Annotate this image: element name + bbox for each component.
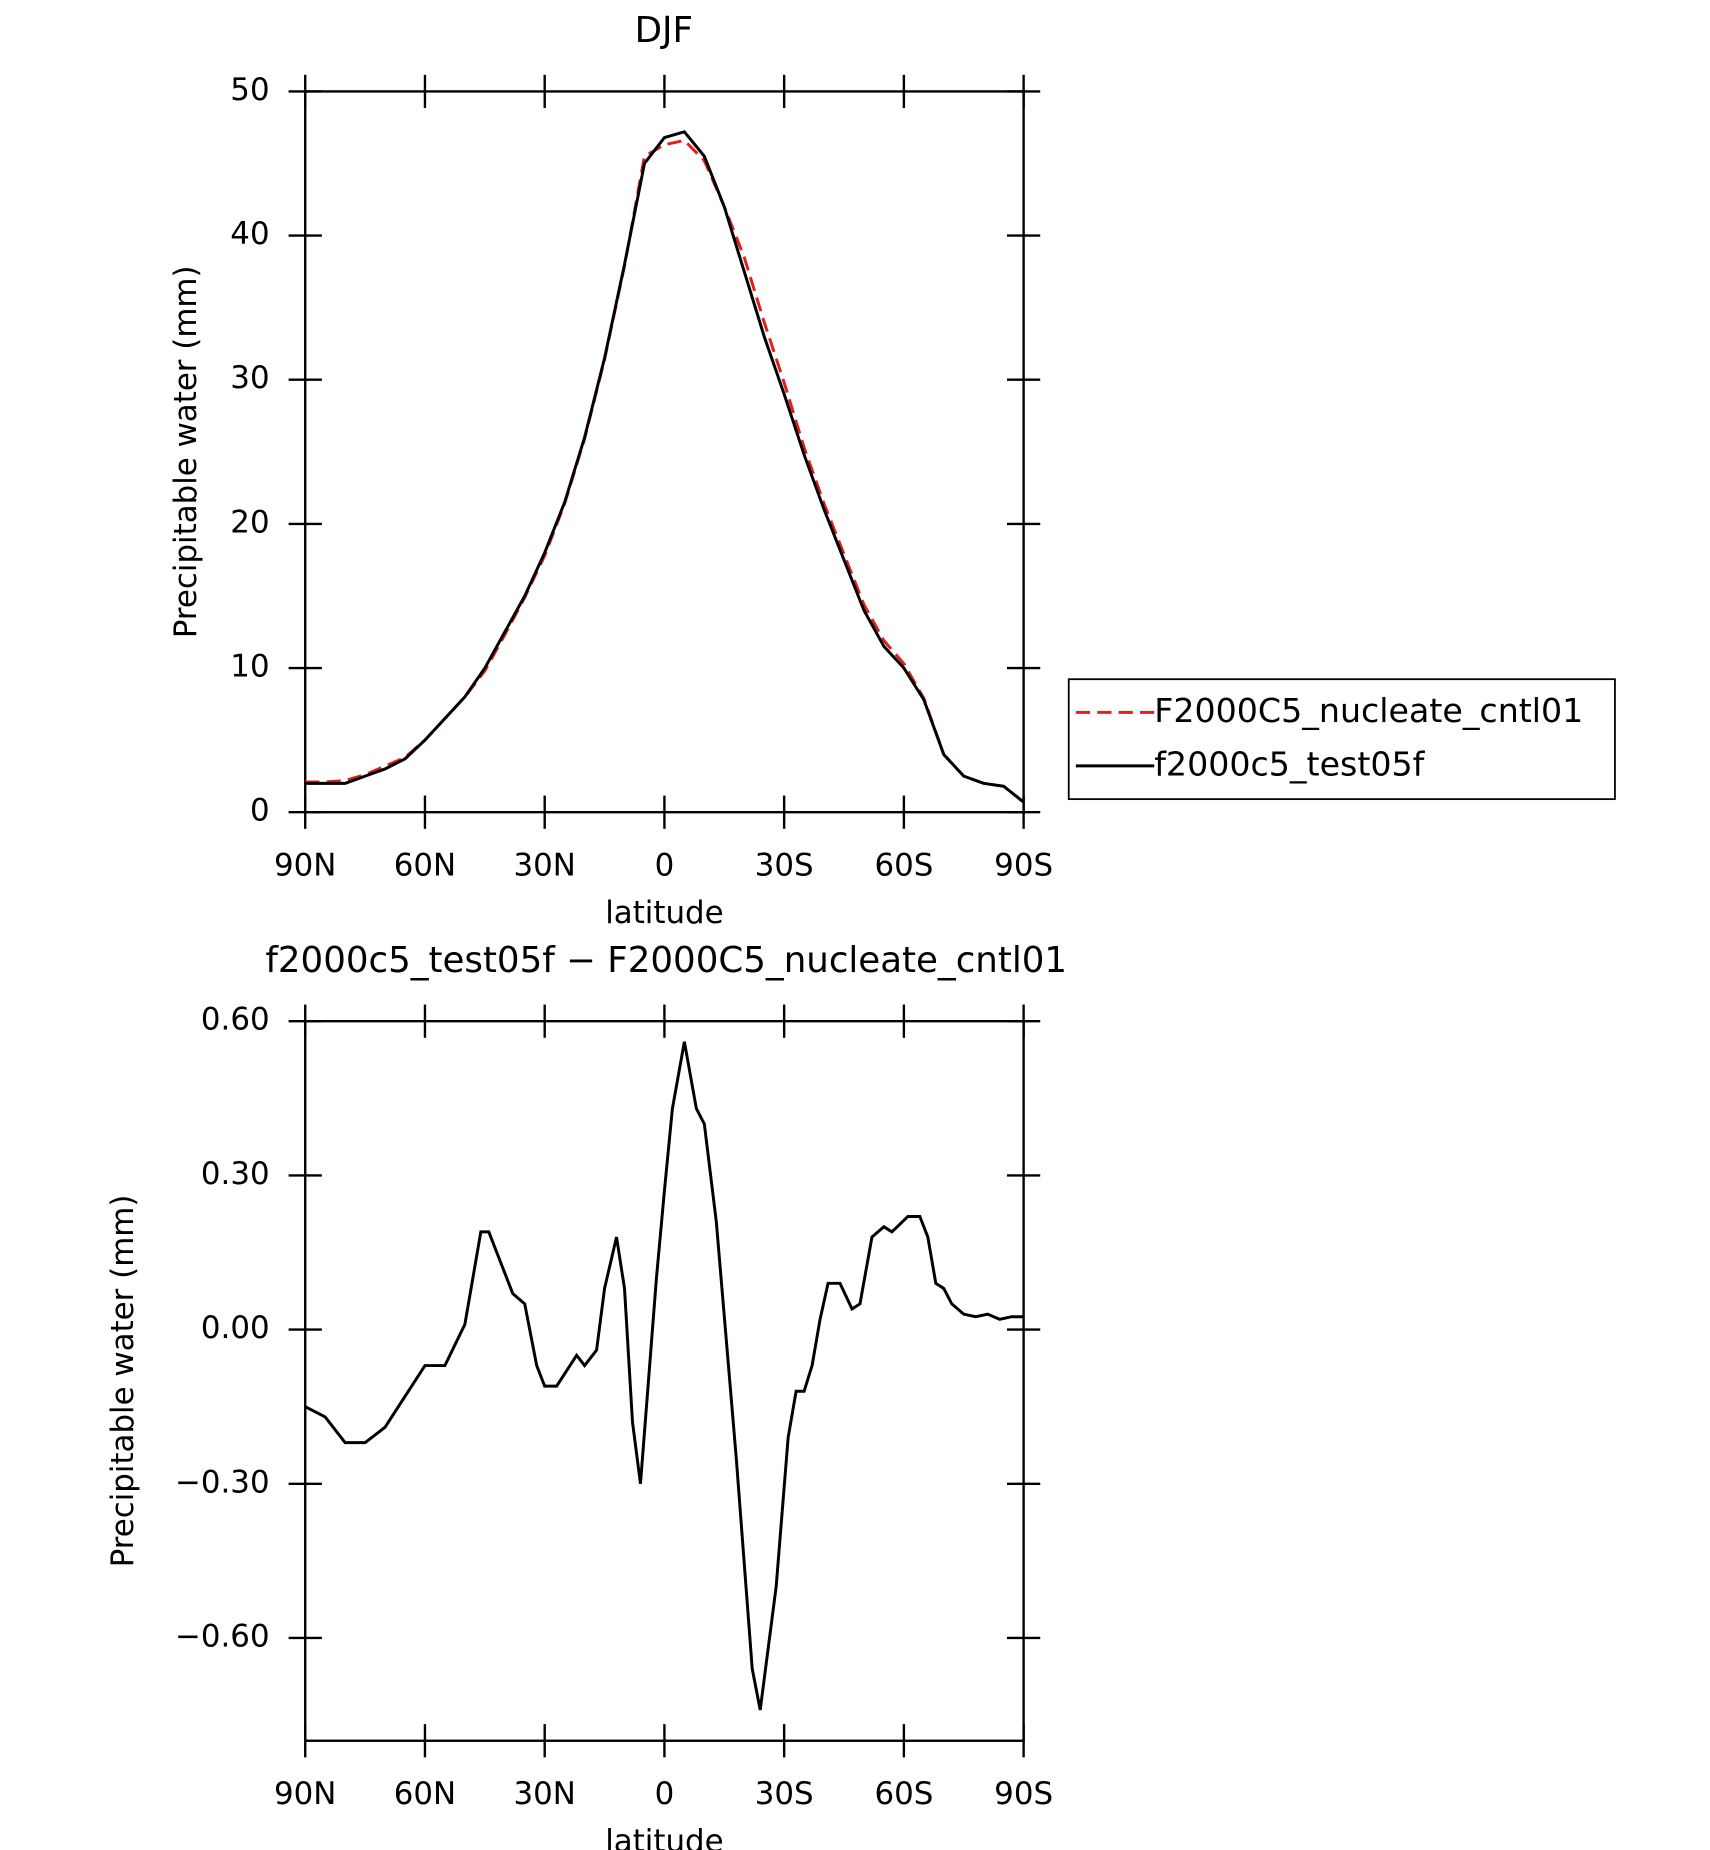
- y-tick-label: 40: [230, 216, 269, 252]
- x-tick-label: 60N: [394, 847, 456, 883]
- x-axis-label: latitude: [605, 895, 723, 931]
- x-tick-label: 30N: [514, 1776, 576, 1812]
- x-tick-label: 0: [655, 847, 675, 883]
- x-tick-label: 90S: [994, 847, 1053, 883]
- x-tick-label: 90S: [994, 1776, 1053, 1812]
- data-line: [305, 130, 1025, 804]
- y-tick-label: 0.30: [201, 1156, 270, 1192]
- legend-label: F2000C5_nucleate_cntl01: [1154, 691, 1583, 730]
- x-tick-label: 60S: [874, 1776, 933, 1812]
- chart-title: f2000c5_test05f − F2000C5_nucleate_cntl0…: [265, 940, 1067, 981]
- legend-box: [1067, 678, 1616, 801]
- plot-frame: [304, 1019, 1025, 1742]
- y-tick-label: 10: [230, 649, 269, 685]
- chart-title: DJF: [635, 10, 693, 51]
- x-tick-label: 60S: [874, 847, 933, 883]
- x-tick-label: 30S: [755, 847, 814, 883]
- y-tick-label: 50: [230, 72, 269, 108]
- x-axis-label: latitude: [605, 1823, 723, 1850]
- y-axis-label: Precipitable water (mm): [168, 265, 204, 638]
- x-tick-label: 90N: [274, 1776, 336, 1812]
- x-tick-label: 0: [655, 1776, 675, 1812]
- y-tick-label: 0.60: [201, 1002, 270, 1038]
- plot-frame: [304, 90, 1025, 814]
- y-axis-label: Precipitable water (mm): [105, 1195, 141, 1568]
- y-tick-label: −0.60: [175, 1618, 270, 1654]
- y-tick-label: −0.30: [175, 1464, 270, 1500]
- x-tick-label: 90N: [274, 847, 336, 883]
- x-tick-label: 60N: [394, 1776, 456, 1812]
- x-tick-label: 30S: [755, 1776, 814, 1812]
- data-line: [305, 138, 1025, 804]
- y-tick-label: 30: [230, 360, 269, 396]
- y-tick-label: 20: [230, 504, 269, 540]
- y-tick-label: 0: [250, 793, 270, 829]
- data-line: [304, 1041, 1024, 1711]
- y-tick-label: 0.00: [201, 1310, 270, 1346]
- x-tick-label: 30N: [514, 847, 576, 883]
- legend-label: f2000c5_test05f: [1154, 744, 1425, 783]
